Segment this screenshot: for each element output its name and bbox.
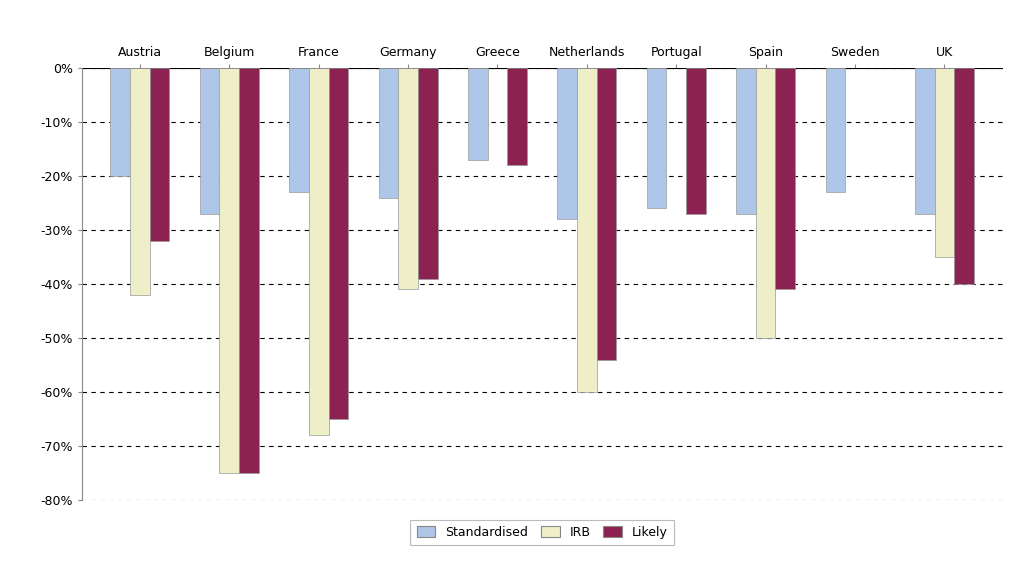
Bar (577, 68, 596, 392)
Bar (149, 68, 170, 241)
Bar (596, 68, 617, 360)
Bar (309, 68, 328, 435)
Legend: Standardised, IRB, Likely: Standardised, IRB, Likely (410, 520, 674, 545)
Bar (239, 68, 259, 473)
Bar (130, 68, 149, 295)
Bar (775, 68, 795, 290)
Bar (558, 68, 577, 219)
Bar (737, 68, 756, 214)
Bar (826, 68, 845, 193)
Bar (199, 68, 220, 214)
Bar (507, 68, 527, 165)
Bar (686, 68, 706, 214)
Bar (647, 68, 666, 208)
Bar (110, 68, 130, 176)
Bar (935, 68, 954, 257)
Bar (418, 68, 438, 279)
Bar (915, 68, 935, 214)
Bar (756, 68, 775, 338)
Bar (468, 68, 488, 160)
Bar (379, 68, 398, 198)
Bar (328, 68, 348, 419)
Bar (398, 68, 418, 290)
Bar (954, 68, 974, 284)
Bar (290, 68, 309, 193)
Bar (220, 68, 239, 473)
